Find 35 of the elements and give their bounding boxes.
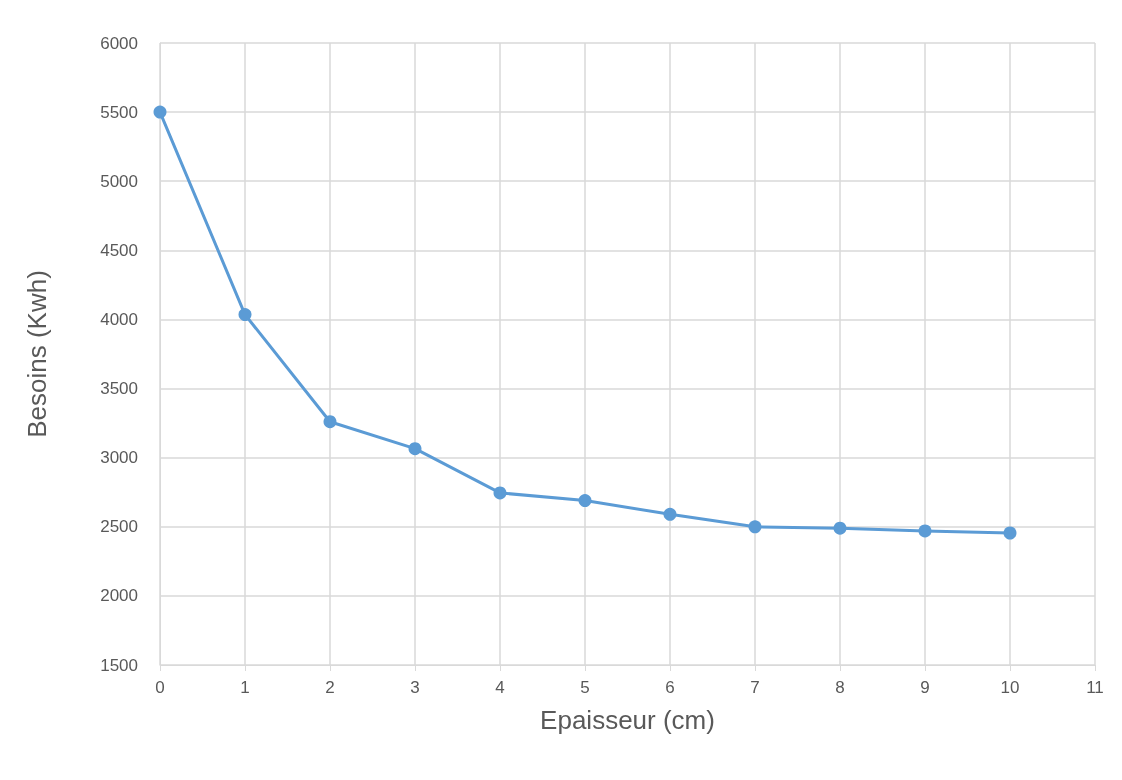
- y-tick-label: 2000: [100, 586, 138, 606]
- y-tick-label: 2500: [100, 517, 138, 537]
- y-axis-title: Besoins (Kwh): [22, 270, 52, 438]
- point: [1003, 526, 1017, 540]
- point: [153, 105, 167, 119]
- y-tick-label: 6000: [100, 33, 138, 53]
- point: [408, 442, 422, 456]
- y-tick-label: 3500: [100, 379, 138, 399]
- x-axis-title: Epaisseur (cm): [540, 705, 715, 735]
- y-tick-label: 5500: [100, 102, 138, 122]
- point: [578, 494, 592, 508]
- point: [323, 415, 337, 429]
- point: [833, 521, 847, 535]
- x-tick-label: 10: [1000, 678, 1020, 697]
- x-tick-label: 0: [155, 678, 165, 697]
- y-tick-label: 3000: [100, 448, 138, 468]
- x-tick-label: 2: [325, 678, 335, 697]
- point: [663, 507, 677, 521]
- x-tick-label: 9: [920, 678, 930, 697]
- point: [493, 486, 507, 500]
- x-tick-label: 11: [1086, 678, 1104, 697]
- x-tick-label: 8: [835, 678, 845, 697]
- y-tick-label: 1500: [100, 655, 138, 675]
- x-tick-label: 3: [410, 678, 420, 697]
- x-tick-label: 1: [240, 678, 250, 697]
- point: [748, 520, 762, 534]
- x-tick-label: 5: [580, 678, 590, 697]
- point: [918, 524, 932, 538]
- x-tick-label: 7: [750, 678, 760, 697]
- y-tick-label: 4000: [100, 309, 138, 329]
- y-tick-label: 4500: [100, 240, 138, 260]
- x-tick-label: 6: [665, 678, 675, 697]
- x-tick-label: 4: [495, 678, 505, 697]
- point: [238, 308, 252, 322]
- y-tick-label: 5000: [100, 171, 138, 191]
